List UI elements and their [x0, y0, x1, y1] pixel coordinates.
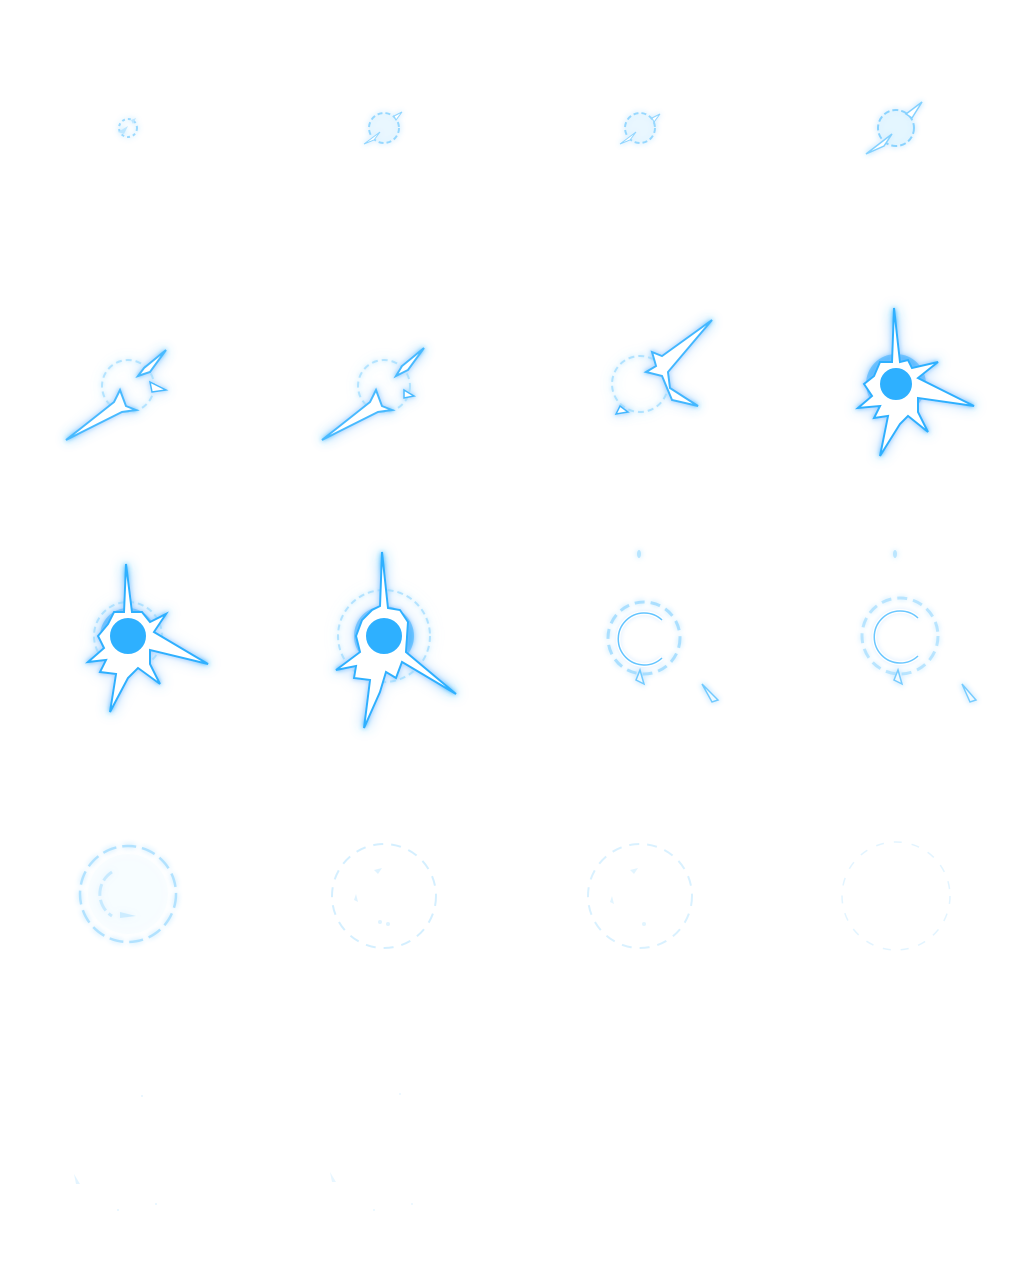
- spark-ring-icon: [619, 112, 661, 145]
- sprite-frame-7: [512, 256, 768, 512]
- spark-ring-spike-icon: [865, 101, 923, 155]
- spark-ring-icon: [363, 111, 403, 145]
- sprite-frame-10: [256, 512, 512, 768]
- sprite-frame-12: [768, 512, 1024, 768]
- star-burst-icon: [854, 307, 975, 457]
- sprite-frame-19: [512, 1024, 768, 1280]
- fading-ring-icon: [606, 550, 720, 703]
- sprite-frame-20: [768, 1024, 1024, 1280]
- residue-sparks-icon: [74, 1095, 157, 1211]
- residue-sparks-icon: [330, 1093, 413, 1211]
- star-burst-icon: [84, 563, 209, 713]
- burst-diagonal-icon: [65, 349, 169, 441]
- dashed-ring-icon: [78, 844, 178, 944]
- faint-dashed-ring-icon: [331, 843, 437, 949]
- sprite-frame-15: [512, 768, 768, 1024]
- sprite-frame-11: [512, 512, 768, 768]
- burst-long-spike-icon: [611, 319, 713, 415]
- fading-ring-icon: [860, 550, 978, 703]
- sprite-frame-3: [512, 0, 768, 256]
- spark-ring-small-icon: [118, 118, 138, 138]
- sprite-frame-13: [0, 768, 256, 1024]
- sprite-frame-5: [0, 256, 256, 512]
- sprite-frame-1: [0, 0, 256, 256]
- star-burst-icon: [335, 551, 457, 729]
- sprite-frame-14: [256, 768, 512, 1024]
- sprite-frame-6: [256, 256, 512, 512]
- sprite-frame-16: [768, 768, 1024, 1024]
- faint-dashed-ring-icon: [841, 841, 951, 951]
- sprite-frame-4: [768, 0, 1024, 256]
- faint-dashed-ring-icon: [587, 843, 693, 949]
- sprite-frame-8: [768, 256, 1024, 512]
- burst-diagonal-icon: [321, 347, 425, 441]
- sprite-frame-9: [0, 512, 256, 768]
- sprite-frame-18: [256, 1024, 512, 1280]
- sprite-frame-17: [0, 1024, 256, 1280]
- sprite-frame-2: [256, 0, 512, 256]
